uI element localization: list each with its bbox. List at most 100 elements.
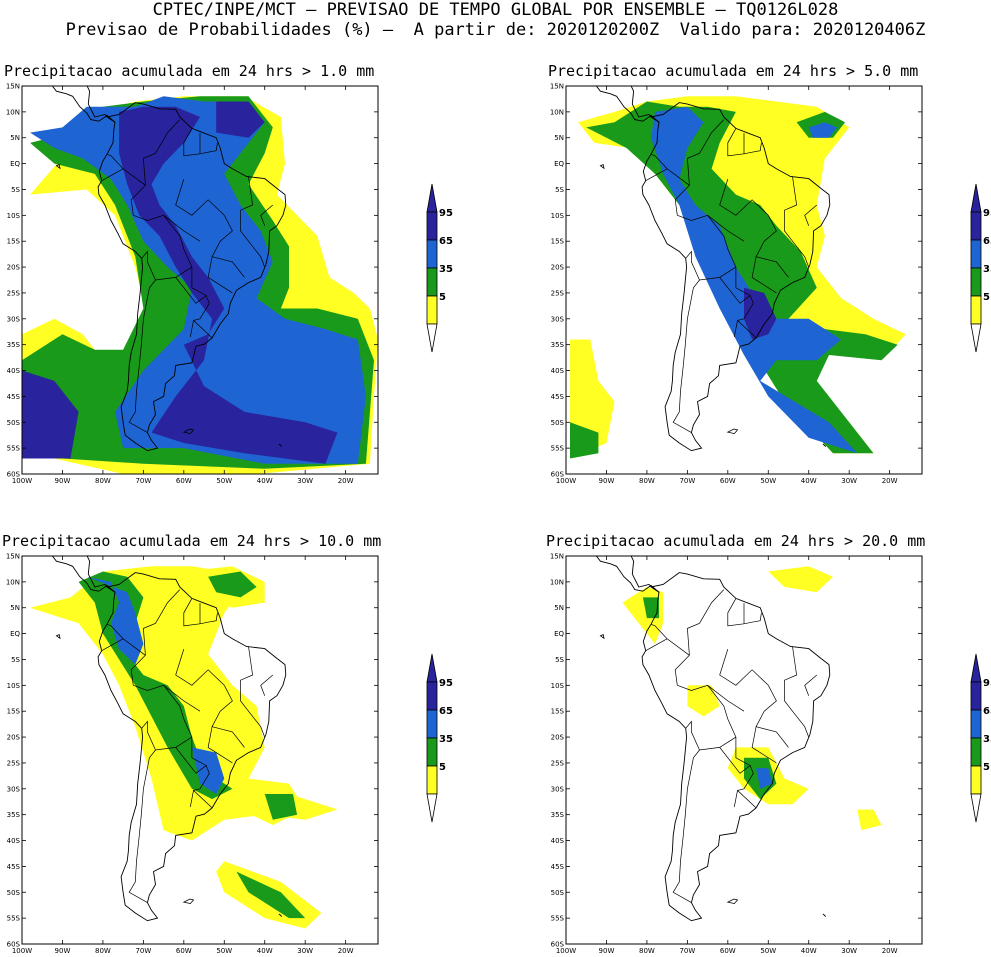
color-bar-label: 35 [439,264,453,275]
lat-label: 50S [7,889,21,897]
color-bar-label: 95 [983,208,991,219]
country-border [240,176,266,268]
coastline [97,102,287,452]
color-bar-label: 5 [983,762,990,773]
color-bar-segment-p35 [426,737,438,767]
lon-label: 100W [12,947,32,955]
lat-label: 15S [551,238,565,246]
coastline-caribbean [596,86,660,123]
country-border [733,320,738,337]
color-bar-label: 35 [439,734,453,745]
lat-label: 45S [551,863,565,871]
lon-label: 30W [297,477,313,485]
island [278,443,283,447]
country-border [804,674,818,696]
map-frame [565,85,923,475]
lat-label: 5S [555,186,564,194]
probability-area-p65 [808,122,837,138]
lat-label: 60S [7,471,21,479]
lat-label: 5N [554,134,564,142]
country-border [645,638,668,652]
lat-label: 5S [11,186,20,194]
country-border [650,153,690,186]
country-border [784,176,810,268]
lat-label: 45S [7,393,21,401]
coastline-central-america [51,86,116,123]
color-bar-segment-p95 [426,211,438,241]
lon-label: 30W [841,947,857,955]
country-border [784,646,810,738]
color-bar-segment-p95 [426,681,438,711]
country-border [755,685,789,748]
map-panel-4: 15N 10N 5N EQ 5S 10S 15S 20S 25S 30S 35S 40S 45S 50S 5… [550,553,991,956]
probability-area-p65 [756,768,773,789]
color-bar-segment-0 [426,323,438,353]
country-border [804,204,818,226]
main-title: CPTEC/INPE/MCT — PREVISAO DE TEMPO GLOBA… [152,0,839,20]
color-bar-label: 65 [983,706,991,717]
island [182,428,195,435]
lat-label: 30S [551,315,565,323]
color-bar-label: 95 [439,678,453,689]
lat-label: 15N [550,553,564,561]
lat-label: 40S [551,837,565,845]
lon-label: 50W [760,477,776,485]
lon-label: 80W [639,947,655,955]
color-bar-segment-0 [970,323,982,353]
map-frame [565,555,923,945]
country-border [130,119,181,216]
lon-label: 60W [720,477,736,485]
color-bar-segment-95 [426,183,438,213]
lat-label: 10S [7,682,21,690]
lon-label: 70W [135,947,151,955]
island [278,913,283,917]
lat-label: 10N [550,108,564,116]
lon-label: 50W [216,477,232,485]
color-bar-segment-95 [970,183,982,213]
lat-label: 30S [7,315,21,323]
lat-label: 20S [7,734,21,742]
lon-label: 90W [55,477,71,485]
color-bar-label: 35 [983,734,991,745]
lat-label: 40S [7,367,21,375]
country-border [736,765,757,809]
color-bar-segment-p5 [426,295,438,325]
country-border [755,215,789,278]
country-border [163,215,201,242]
lon-label: 20W [338,477,354,485]
color-bar-segment-p35 [426,267,438,297]
country-border [207,256,233,294]
country-border [707,685,745,712]
probability-area-p35 [208,571,257,598]
color-bar-segment-p65 [426,239,438,269]
map-panel-2: 15N 10N 5N EQ 5S 10S 15S 20S 25S 30S 35S 40S 45S 50S 5… [550,83,991,486]
country-border [175,178,225,216]
color-bar-label: 65 [983,236,991,247]
lat-label: 10S [551,212,565,220]
lon-label: 60W [720,947,736,955]
lat-label: 15N [550,83,564,91]
coastline [97,572,287,922]
coastline-central-america [51,556,116,593]
color-bar: 95 65 35 5 [970,653,991,823]
island [822,443,827,447]
lon-label: 40W [801,947,817,955]
lon-label: 70W [679,947,695,955]
lat-label: EQ [10,630,20,638]
panel-1-title: Precipitacao acumulada em 24 hrs > 1.0 m… [4,62,375,80]
color-bar-label: 65 [439,706,453,717]
color-bar-label: 5 [439,762,446,773]
lon-label: 20W [882,477,898,485]
coastline-caribbean [52,86,116,123]
country-border [674,589,725,686]
probability-area-p35 [570,422,599,459]
lat-label: 15S [551,708,565,716]
lon-label: 30W [297,947,313,955]
lat-label: 50S [7,419,21,427]
country-border [175,648,225,686]
panel-3-title: Precipitacao acumulada em 24 hrs > 10.0 … [2,532,382,550]
lat-label: 30S [551,785,565,793]
lon-label: 40W [801,477,817,485]
lat-label: 10S [7,212,21,220]
panel-4-title: Precipitacao acumulada em 24 hrs > 20.0 … [546,532,926,550]
